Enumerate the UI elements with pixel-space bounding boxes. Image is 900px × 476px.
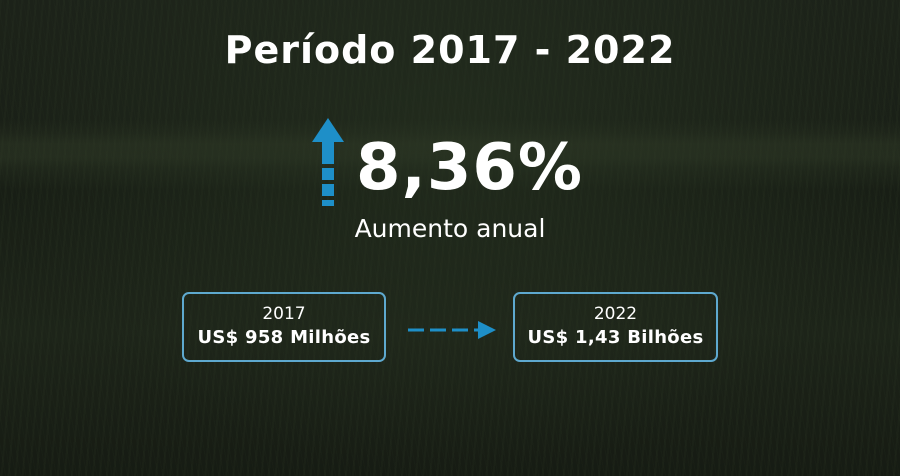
growth-percentage: 8,36% <box>356 131 584 205</box>
end-year: 2022 <box>593 304 638 324</box>
start-amount: US$ 958 Milhões <box>197 327 371 348</box>
start-year: 2017 <box>262 304 306 324</box>
start-value-card: 2017 US$ 958 Milhões <box>182 292 386 362</box>
end-amount: US$ 1,43 Bilhões <box>527 327 704 348</box>
arrow-up-icon <box>312 118 344 206</box>
dashed-arrow-right-icon <box>408 321 496 339</box>
page-title: Período 2017 - 2022 <box>224 28 676 72</box>
growth-label: Aumento anual <box>354 214 546 243</box>
end-value-card: 2022 US$ 1,43 Bilhões <box>513 292 718 362</box>
background-field-band <box>0 120 900 168</box>
